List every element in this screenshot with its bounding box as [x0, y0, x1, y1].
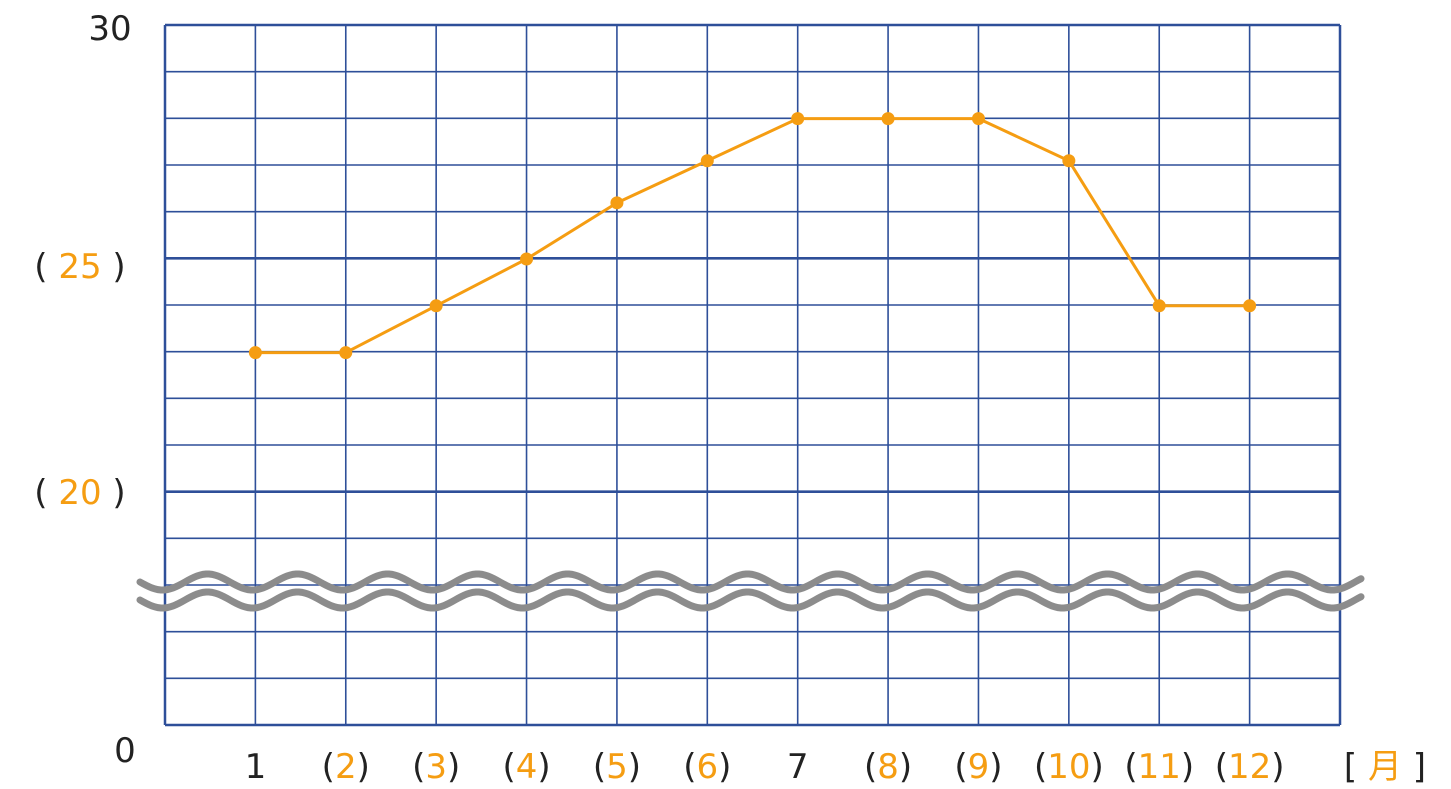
- wave-line: [136, 570, 1365, 594]
- data-point: [881, 112, 895, 126]
- wave-line: [136, 588, 1365, 612]
- x-tick-label-4: (4): [502, 747, 550, 787]
- data-point: [610, 196, 624, 210]
- x-tick-label-7: 7: [787, 747, 809, 787]
- wavy-break-icon: [136, 570, 1365, 612]
- x-tick-label-10: (10): [1034, 747, 1104, 787]
- y-tick-label-0: 0: [114, 731, 136, 771]
- y-tick-label-25: ( 25 ): [34, 247, 125, 287]
- data-point: [1152, 299, 1166, 313]
- data-point: [1062, 154, 1076, 168]
- x-tick-label-2: (2): [322, 747, 370, 787]
- series-line: [255, 117, 1250, 355]
- x-tick-label-6: (6): [683, 747, 731, 787]
- x-tick-label-12: (12): [1215, 747, 1285, 787]
- x-tick-label-8: (8): [864, 747, 912, 787]
- x-tick-label-1: 1: [245, 747, 267, 787]
- data-point: [971, 112, 985, 126]
- x-axis-labels: 1 (2) (3) (4) (5) (6) 7 (8) (9) (10) (11) (12) [ 月 ]: [245, 747, 1427, 787]
- data-point: [429, 299, 443, 313]
- y-tick-label-30: 30: [88, 9, 131, 49]
- data-point: [339, 346, 353, 360]
- x-tick-label-11: (11): [1124, 747, 1194, 787]
- y-axis-labels: 30 ( 25 ) ( 20 ) 0: [34, 9, 136, 771]
- data-point: [520, 252, 534, 266]
- x-unit-label: [ 月 ]: [1344, 747, 1426, 787]
- y-tick-label-20: ( 20 ): [34, 473, 125, 513]
- x-tick-label-5: (5): [593, 747, 641, 787]
- x-tick-label-3: (3): [412, 747, 460, 787]
- x-tick-label-9: (9): [954, 747, 1002, 787]
- chart-grid: [163, 23, 1342, 727]
- data-point: [791, 112, 805, 126]
- data-point: [248, 346, 262, 360]
- data-point: [700, 154, 714, 168]
- temperature-series: [248, 112, 1257, 360]
- data-point: [1243, 299, 1257, 313]
